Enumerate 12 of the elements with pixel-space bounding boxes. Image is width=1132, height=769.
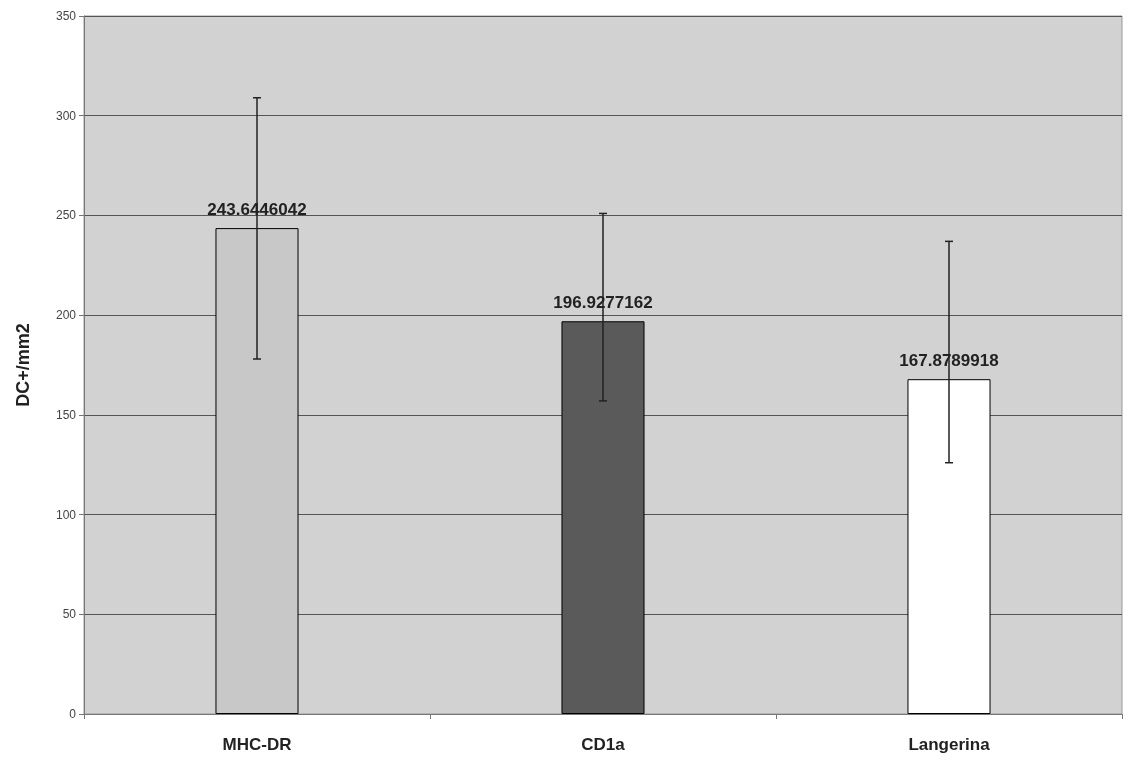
y-tick-label: 250 (55, 208, 77, 223)
y-tick-label: 350 (55, 9, 77, 23)
x-tick-label: CD1a (581, 735, 626, 754)
y-tick-label: 100 (55, 507, 77, 522)
y-tick-label: 300 (55, 108, 77, 123)
y-tick-label: 150 (55, 407, 77, 422)
y-tick-label: 50 (62, 607, 77, 622)
y-tick-label: 0 (69, 707, 77, 721)
y-tick-label: 200 (55, 308, 77, 323)
y-axis-title: DC+/mm2 (13, 323, 33, 407)
x-tick-label: Langerina (908, 735, 991, 754)
x-tick-label: MHC-DR (222, 735, 292, 754)
